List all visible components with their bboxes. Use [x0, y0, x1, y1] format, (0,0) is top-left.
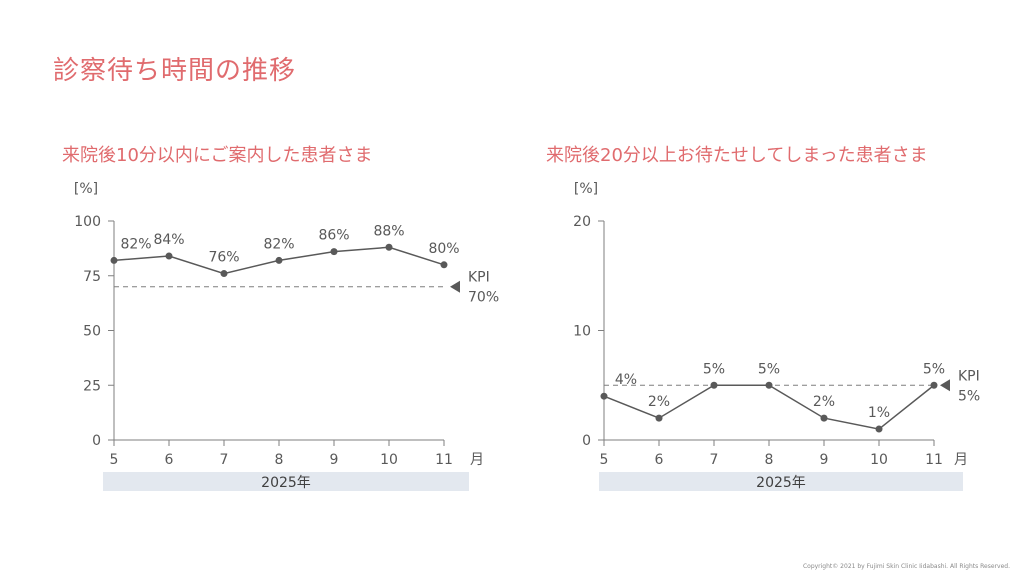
x-tick-label: 10: [380, 452, 398, 468]
y-tick-label: 0: [92, 433, 101, 449]
data-point: [165, 252, 173, 260]
data-label: 5%: [923, 361, 945, 377]
data-label: 76%: [208, 250, 239, 266]
kpi-label: KPI: [958, 368, 980, 384]
data-label: 88%: [373, 223, 404, 239]
data-point: [385, 243, 393, 251]
data-label: 2%: [813, 394, 835, 410]
kpi-marker: [940, 379, 950, 392]
data-point: [110, 256, 118, 264]
data-label: 86%: [318, 228, 349, 244]
data-label: 2%: [648, 394, 670, 410]
y-tick-label: 0: [582, 433, 591, 449]
data-point: [710, 381, 718, 389]
data-point: [820, 414, 828, 422]
x-tick-label: 8: [765, 452, 774, 468]
data-point: [440, 261, 448, 269]
data-point: [220, 270, 228, 278]
data-label: 80%: [428, 241, 459, 257]
y-tick-label: 20: [573, 214, 591, 230]
data-point: [275, 256, 283, 264]
data-label: 82%: [120, 236, 151, 252]
kpi-value-label: 5%: [958, 388, 980, 404]
data-label: 5%: [703, 361, 725, 377]
x-tick-label: 5: [600, 452, 609, 468]
y-axis-label: [%]: [574, 181, 598, 197]
year-label: 2025年: [261, 475, 311, 491]
x-tick-label: 8: [275, 452, 284, 468]
x-tick-label: 6: [165, 452, 174, 468]
page-title: 診察待ち時間の推移: [53, 56, 297, 86]
chart-title-right: 来院後20分以上お待たせしてしまった患者さま: [546, 145, 928, 166]
data-label: 82%: [263, 236, 294, 252]
data-point: [875, 425, 883, 433]
x-tick-label: 7: [220, 452, 229, 468]
x-tick-label: 6: [655, 452, 664, 468]
year-band: [103, 472, 469, 491]
kpi-marker: [450, 280, 460, 293]
x-tick-label: 5: [110, 452, 119, 468]
y-axis-label: [%]: [74, 181, 98, 197]
data-label: 5%: [758, 361, 780, 377]
data-label: 4%: [615, 372, 637, 388]
data-point: [600, 392, 608, 400]
x-tick-label: 9: [820, 452, 829, 468]
year-label: 2025年: [756, 475, 806, 491]
x-tick-label: 11: [925, 452, 943, 468]
year-band: [599, 472, 963, 491]
data-point: [655, 414, 663, 422]
kpi-label: KPI: [468, 270, 490, 286]
x-tick-label: 10: [870, 452, 888, 468]
data-point: [930, 381, 938, 389]
data-label: 84%: [153, 232, 184, 248]
copyright-text: Copyright© 2021 by Fujimi Skin Clinic Ii…: [802, 563, 1010, 570]
y-tick-label: 100: [74, 214, 101, 230]
data-label: 1%: [868, 405, 890, 421]
data-point: [330, 248, 338, 256]
x-tick-label: 9: [330, 452, 339, 468]
y-tick-label: 10: [573, 324, 591, 340]
data-point: [765, 381, 773, 389]
x-tick-label: 11: [435, 452, 453, 468]
x-axis-unit: 月: [954, 452, 968, 468]
y-tick-label: 75: [83, 269, 101, 285]
y-tick-label: 50: [83, 324, 101, 340]
kpi-value-label: 70%: [468, 290, 499, 306]
x-tick-label: 7: [710, 452, 719, 468]
x-axis-unit: 月: [470, 452, 484, 468]
y-tick-label: 25: [83, 378, 101, 394]
chart-title-left: 来院後10分以内にご案内した患者さま: [62, 145, 373, 166]
